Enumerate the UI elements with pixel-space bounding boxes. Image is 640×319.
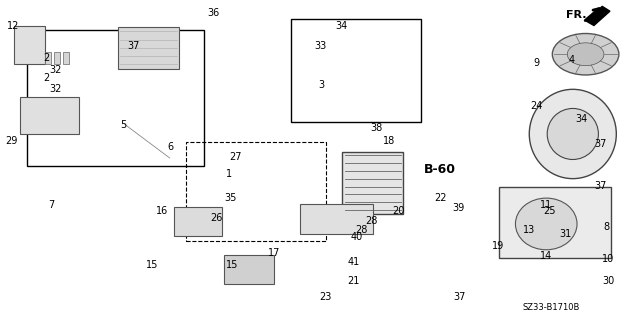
Text: 22: 22 <box>434 193 447 204</box>
Text: 23: 23 <box>319 292 332 302</box>
Text: 11: 11 <box>540 200 552 210</box>
Text: 27: 27 <box>229 152 242 162</box>
Text: 40: 40 <box>351 232 364 242</box>
Text: 31: 31 <box>559 228 572 239</box>
Text: B-60: B-60 <box>424 163 456 176</box>
Text: 1: 1 <box>226 169 232 179</box>
Bar <box>27 30 204 166</box>
Text: 36: 36 <box>207 8 220 18</box>
Bar <box>54 52 60 64</box>
Bar <box>499 187 611 258</box>
Ellipse shape <box>515 198 577 250</box>
Bar <box>300 204 373 234</box>
Bar <box>224 255 274 284</box>
Text: 18: 18 <box>383 136 396 146</box>
Text: 29: 29 <box>5 136 18 146</box>
Text: 35: 35 <box>224 193 237 204</box>
Bar <box>291 19 421 122</box>
Text: 8: 8 <box>604 222 610 232</box>
Text: 38: 38 <box>370 123 383 133</box>
Text: 2: 2 <box>44 53 50 63</box>
Bar <box>118 27 179 69</box>
Text: 30: 30 <box>602 276 615 286</box>
Text: 13: 13 <box>522 225 535 235</box>
Text: 6: 6 <box>167 142 173 152</box>
Ellipse shape <box>552 33 619 75</box>
Ellipse shape <box>567 43 604 66</box>
Text: FR.: FR. <box>566 10 587 20</box>
Text: 37: 37 <box>594 139 607 149</box>
Text: 32: 32 <box>49 64 61 75</box>
Text: 10: 10 <box>602 254 614 264</box>
Text: 9: 9 <box>533 58 540 68</box>
Text: 39: 39 <box>452 203 465 213</box>
Text: 19: 19 <box>492 241 504 251</box>
Text: 24: 24 <box>530 101 543 111</box>
Bar <box>20 97 79 134</box>
Text: 5: 5 <box>120 120 127 130</box>
Bar <box>186 142 326 241</box>
Text: 14: 14 <box>540 251 552 261</box>
Text: 15: 15 <box>146 260 159 271</box>
Text: 28: 28 <box>365 216 378 226</box>
Text: 37: 37 <box>453 292 466 302</box>
Text: 15: 15 <box>225 260 238 271</box>
Bar <box>174 207 222 236</box>
Text: 26: 26 <box>210 212 223 223</box>
Text: 32: 32 <box>49 84 61 94</box>
Text: 20: 20 <box>392 206 405 216</box>
Text: 34: 34 <box>335 21 348 32</box>
Text: 16: 16 <box>156 206 168 216</box>
Text: 21: 21 <box>348 276 360 286</box>
Text: 28: 28 <box>355 225 368 235</box>
Text: 4: 4 <box>568 55 575 65</box>
Polygon shape <box>586 6 610 26</box>
Ellipse shape <box>529 89 616 179</box>
Text: 17: 17 <box>268 248 280 258</box>
Text: 7: 7 <box>48 200 54 210</box>
Ellipse shape <box>547 108 598 160</box>
Text: 37: 37 <box>127 41 140 51</box>
Text: 12: 12 <box>6 21 19 32</box>
Text: 33: 33 <box>314 41 326 51</box>
Bar <box>342 152 403 214</box>
Bar <box>14 26 45 64</box>
Bar <box>45 52 51 64</box>
Text: 25: 25 <box>543 206 556 216</box>
Text: 34: 34 <box>575 114 588 124</box>
Bar <box>63 52 69 64</box>
Text: 41: 41 <box>348 257 360 267</box>
Text: 2: 2 <box>44 72 50 83</box>
Text: 3: 3 <box>318 80 324 91</box>
Text: SZ33-B1710B: SZ33-B1710B <box>523 303 580 312</box>
Text: 37: 37 <box>594 181 607 191</box>
